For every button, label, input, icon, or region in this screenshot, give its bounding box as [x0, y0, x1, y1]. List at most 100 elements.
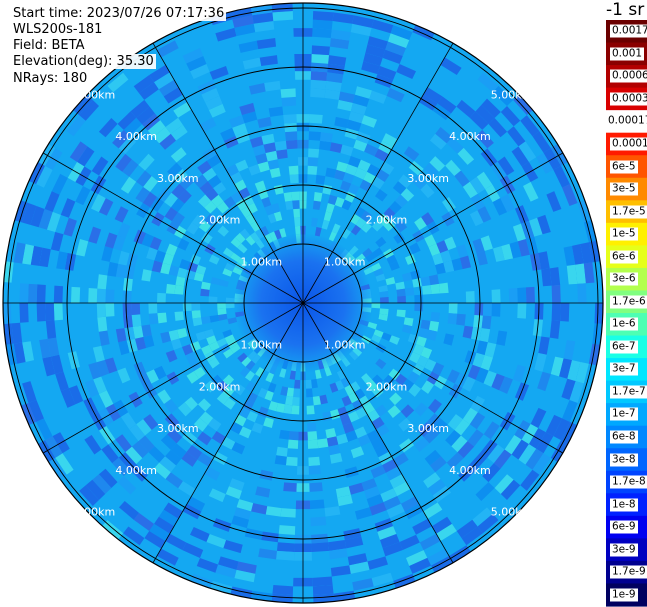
range-gate-cell: [154, 250, 166, 263]
range-gate-cell: [371, 572, 394, 587]
range-gate-cell: [424, 358, 437, 372]
range-gate-cell: [236, 499, 254, 512]
range-gate-cell: [310, 88, 326, 98]
range-gate-cell: [412, 175, 427, 190]
range-gate-cell: [91, 156, 109, 176]
range-gate-cell: [184, 396, 198, 411]
range-gate-cell: [469, 412, 486, 430]
range-gate-cell: [118, 250, 130, 266]
range-gate-cell: [404, 287, 415, 296]
range-gate-cell: [387, 33, 410, 49]
azimuth-spoke: [152, 42, 304, 304]
range-gate-cell: [122, 303, 132, 316]
range-gate-cell: [423, 162, 439, 178]
range-ring-label: 1.00km: [324, 255, 366, 268]
range-gate-cell: [196, 557, 219, 573]
range-gate-cell: [549, 320, 561, 339]
range-gate-cell: [348, 111, 365, 124]
range-gate-cell: [165, 283, 176, 295]
range-gate-cell: [197, 160, 212, 175]
range-gate-cell: [148, 303, 158, 314]
range-gate-cell: [443, 333, 455, 346]
range-gate-cell: [308, 456, 321, 467]
range-gate-cell: [265, 372, 275, 383]
range-gate-cell: [186, 222, 199, 235]
range-gate-cell: [361, 478, 378, 491]
range-gate-cell: [326, 436, 339, 447]
range-gate-cell: [320, 132, 333, 143]
range-gate-cell: [170, 338, 182, 350]
range-gate-cell: [329, 38, 350, 50]
range-gate-cell: [133, 75, 155, 94]
range-gate-cell: [367, 321, 378, 330]
range-gate-cell: [192, 317, 203, 327]
range-gate-cell: [280, 508, 296, 518]
backscatter-cells: [3, 3, 603, 603]
range-gate-cell: [534, 353, 547, 372]
range-gate-cell: [404, 254, 416, 265]
range-gate-cell: [236, 561, 257, 574]
range-gate-cell: [312, 19, 333, 30]
range-gate-cell: [242, 57, 262, 70]
elevation-text: Elevation(deg): 35.30: [11, 54, 156, 69]
range-gate-cell: [310, 516, 327, 527]
range-gate-cell: [30, 206, 45, 228]
range-gate-cell: [208, 357, 220, 369]
range-gate-cell: [88, 226, 102, 244]
range-gate-cell: [211, 194, 224, 208]
range-gate-cell: [314, 226, 322, 237]
range-gate-cell: [476, 250, 488, 266]
range-gate-cell: [204, 466, 221, 481]
range-gate-cell: [133, 512, 155, 531]
range-gate-cell: [312, 585, 334, 596]
range-gate-cell: [164, 207, 178, 222]
range-gate-cell: [153, 462, 171, 480]
range-gate-cell: [477, 72, 499, 93]
range-gate-cell: [350, 213, 361, 225]
range-gate-cell: [85, 479, 106, 501]
range-gate-cell: [342, 422, 355, 434]
range-gate-cell: [280, 88, 296, 98]
range-gate-cell: [431, 516, 452, 534]
range-gate-cell: [238, 426, 252, 439]
colorbar-tick-label: 3e-9: [610, 543, 638, 557]
range-gate-cell: [241, 356, 252, 367]
colorbar-tick-label: 0.0006: [610, 69, 647, 83]
range-gate-cell: [63, 217, 77, 237]
range-gate-cell: [431, 362, 445, 376]
range-gate-cell: [462, 325, 474, 339]
range-gate-cell: [177, 238, 190, 251]
range-gate-cell: [115, 263, 127, 278]
range-gate-cell: [143, 414, 159, 431]
range-gate-cell: [389, 392, 402, 406]
range-gate-cell: [419, 533, 441, 551]
range-gate-cell: [309, 482, 323, 492]
range-gate-cell: [154, 72, 175, 90]
range-gate-cell: [345, 430, 358, 442]
range-gate-cell: [440, 57, 462, 76]
range-gate-cell: [159, 456, 177, 473]
range-gate-cell: [561, 378, 576, 400]
range-gate-cell: [257, 387, 268, 399]
range-gate-cell: [472, 507, 493, 527]
range-gate-cell: [396, 63, 417, 80]
colorbar-tick-label: 3e-7: [610, 362, 638, 376]
colorbar-tick-label: 1.7e-8: [610, 475, 647, 489]
range-gate-cell: [387, 405, 401, 419]
range-gate-cell: [130, 99, 150, 118]
range-gate-cell: [251, 503, 268, 515]
range-gate-cell: [50, 354, 64, 375]
range-gate-cell: [225, 303, 235, 309]
range-gate-cell: [136, 419, 152, 436]
range-gate-cell: [98, 468, 118, 489]
range-gate-cell: [131, 441, 149, 459]
range-gate-cell: [560, 303, 570, 322]
range-gate-cell: [222, 329, 233, 338]
range-gate-cell: [380, 534, 400, 549]
range-gate-cell: [68, 385, 84, 405]
range-gate-cell: [571, 244, 584, 265]
range-gate-cell: [294, 379, 301, 389]
range-gate-cell: [244, 370, 256, 382]
range-gate-cell: [476, 340, 488, 356]
nrays-text: NRays: 180: [11, 71, 90, 86]
